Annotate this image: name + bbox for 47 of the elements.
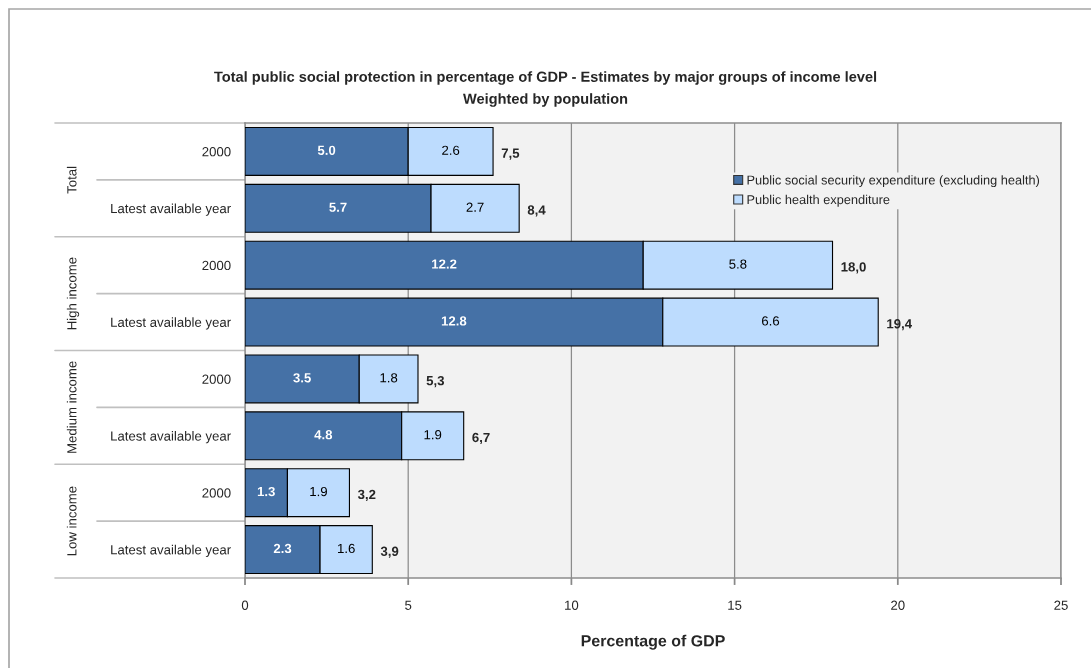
data-label: 5.0 [317, 145, 336, 155]
y-tick-label: 2000 [202, 147, 231, 157]
data-label: 12.8 [441, 316, 467, 326]
data-label: 2.6 [442, 145, 460, 155]
text: Total [66, 166, 77, 194]
total-label: 3,9 [380, 546, 399, 558]
data-label: 12.2 [432, 259, 457, 269]
legend-label: Public health expenditure [747, 194, 890, 207]
x-tick-label: 10 [565, 600, 579, 610]
x-tick-label: 15 [728, 600, 742, 610]
y-tick-label: Latest available year [111, 203, 231, 216]
y-tick-label: 2000 [202, 374, 231, 384]
total-label: 5,3 [426, 375, 445, 388]
total-label: 19,4 [887, 319, 912, 331]
x-tick-label: 20 [891, 600, 905, 610]
total-label: 3,2 [357, 489, 376, 501]
total-label: 6,7 [472, 432, 490, 445]
data-label: 5.7 [329, 202, 347, 212]
total-label: 7,5 [501, 148, 520, 160]
data-label: 4.8 [314, 430, 333, 440]
y-tick-label: Latest available year [111, 544, 231, 558]
data-label: 1.3 [257, 486, 275, 497]
text: High income [66, 257, 80, 330]
data-label: 5.8 [729, 259, 747, 269]
y-tick-label: 2000 [202, 260, 231, 271]
data-label: 3.5 [293, 373, 311, 383]
chart-subtitle: Weighted by population [463, 93, 628, 107]
total-label: 8,4 [527, 205, 546, 217]
x-tick-label: 5 [405, 600, 412, 610]
data-label: 1.9 [424, 430, 442, 440]
data-label: 2.7 [466, 202, 484, 212]
chart-title: Total public social protection in percentage of GDP - Estimates by major groups of income level [214, 71, 877, 85]
y-tick-label: 2000 [202, 488, 231, 498]
total-label: 18,0 [841, 262, 866, 274]
x-tick-label: 25 [1054, 600, 1068, 610]
text: Medium income [66, 361, 77, 453]
text: Low income [66, 486, 77, 556]
data-label: 1.8 [380, 373, 398, 383]
x-axis-title: Percentage of GDP [581, 634, 725, 650]
data-label: 2.3 [273, 543, 292, 554]
y-tick-label: Latest available year [111, 317, 231, 330]
data-label: 1.9 [310, 486, 327, 497]
data-label: 1.6 [338, 543, 355, 554]
x-tick-label: 0 [241, 600, 249, 610]
legend-label: Public social security expenditure (excluding health) [747, 175, 1040, 188]
data-label: 6.6 [762, 316, 780, 326]
y-tick-label: Latest available year [111, 431, 231, 444]
